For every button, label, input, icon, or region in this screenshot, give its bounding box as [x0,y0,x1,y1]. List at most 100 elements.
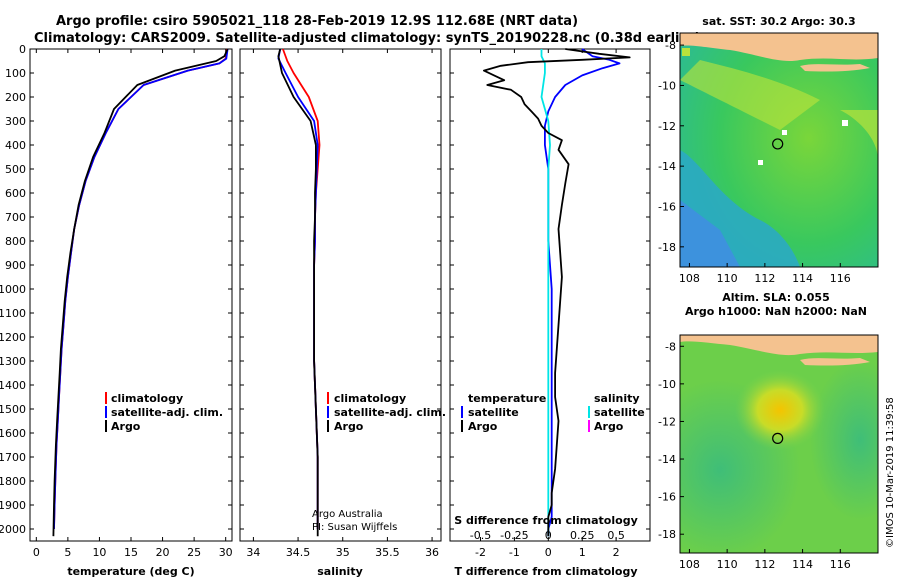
sst-map-frame [679,32,879,268]
difference-panel [449,48,651,542]
depth-tick-label: 1900 [0,499,26,512]
salinity-xlabel: salinity [317,565,363,578]
series-line-argo [277,48,319,537]
depth-tick-label: 1700 [0,451,26,464]
map-y-tick-label: -10 [658,378,676,391]
sst-map-title: sat. SST: 30.2 Argo: 30.3 [702,15,855,28]
salinity-plot: 34 34.5 35 35.5 36 [240,48,441,559]
depth-tick-label: 900 [5,259,26,272]
series-line-satellite-adj-clim- [277,48,319,529]
x-tick-label: 35 [336,546,350,559]
legend-label-t-argo: Argo [468,420,498,433]
depth-tick-label: 500 [5,163,26,176]
legend-label-satellite: satellite-adj. clim. [111,406,223,419]
legend-label-s-argo: Argo [594,420,624,433]
depth-tick-label: 1200 [0,331,26,344]
map-x-tick-label: 114 [792,558,813,571]
depth-tick-label: 400 [5,139,26,152]
depth-tick-label: 1800 [0,475,26,488]
depth-tick-label: 600 [5,187,26,200]
sla-map-axes: 108 110 112 114 116 -8 -10 -12 -14 -16 -18 [658,340,851,571]
series-line-argo [52,48,229,537]
x-tick-label: -2 [475,546,486,559]
s-diff-tick-label: 0.5 [607,529,625,542]
temperature-plot: 0 5 10 15 20 25 30 [30,48,233,559]
map-x-tick-label: 112 [754,558,775,571]
x-tick-label: 15 [124,546,138,559]
argo-location-marker [772,432,784,444]
x-tick-label: 34.5 [286,546,311,559]
depth-tick-label: 2000 [0,523,26,536]
figure-title-line2: Climatology: CARS2009. Satellite-adjuste… [34,31,701,46]
map-y-tick-label: -18 [658,241,676,254]
s-diff-tick-label: 0.25 [570,529,595,542]
s-diff-tick-label: -0.5 [470,529,491,542]
depth-tick-label: 0 [19,43,26,56]
sla-map-title: Altim. SLA: 0.055 [722,291,829,304]
map-y-tick-label: -18 [658,528,676,541]
x-tick-label: 2 [613,546,620,559]
map-x-tick-label: 112 [754,272,775,285]
series-line-satellite [540,49,551,537]
map-y-tick-label: -16 [658,491,676,504]
series-line-argo [482,48,631,537]
temperature-xlabel: temperature (deg C) [67,565,194,578]
credit-argo-australia: Argo Australia [312,509,383,520]
x-tick-label: -1 [509,546,520,559]
salinity-legend: climatology satellite-adj. clim. Argo [327,392,446,433]
temperature-panel [29,48,233,542]
map-y-tick-label: -12 [658,415,676,428]
depth-tick-label: 700 [5,211,26,224]
credit-pi: PI: Susan Wijffels [312,522,397,533]
x-tick-label: 1 [579,546,586,559]
difference-legend: temperature satellite Argo salinity sate… [461,392,645,433]
depth-tick-label: 1000 [0,283,26,296]
depth-tick-label: 1500 [0,403,26,416]
legend-label-t-satellite: satellite [468,406,519,419]
x-tick-label: 0 [33,546,40,559]
difference-xlabel: T difference from climatology [454,565,637,578]
x-tick-label: 0 [545,546,552,559]
x-tick-label: 5 [64,546,71,559]
map-x-tick-label: 116 [830,272,851,285]
x-tick-label: 30 [219,546,233,559]
x-tick-label: 34 [246,546,260,559]
sst-map-image [680,33,878,267]
sla-map-subtitle: Argo h1000: NaN h2000: NaN [685,305,867,318]
depth-tick-label: 100 [5,67,26,80]
depth-tick-label: 800 [5,235,26,248]
map-y-tick-label: -14 [658,453,676,466]
sst-map-axes: 108 110 112 114 116 -8 -10 -12 -14 -16 -18 [658,39,851,285]
depth-tick-label: 1600 [0,427,26,440]
x-tick-label: 25 [187,546,201,559]
depth-tick-label: 1100 [0,307,26,320]
depth-tick-label: 1300 [0,355,26,368]
series-line-climatology [53,48,228,530]
sla-map-image [680,335,878,553]
difference-plot: -2 -1 0 1 2-0.5 -0.25 0 0.25 0.5 [450,48,650,559]
depth-tick-label: 1400 [0,379,26,392]
x-tick-label: 35.5 [375,546,400,559]
s-diff-tick-label: -0.25 [500,529,528,542]
map-y-tick-label: -8 [665,39,676,52]
legend-label-satellite: satellite-adj. clim. [334,406,446,419]
map-y-tick-label: -8 [665,340,676,353]
x-tick-label: 20 [156,546,170,559]
map-x-tick-label: 110 [717,272,738,285]
map-x-tick-label: 116 [830,558,851,571]
depth-tick-label: 300 [5,115,26,128]
x-tick-label: 10 [92,546,106,559]
map-x-tick-label: 114 [792,272,813,285]
salinity-panel [239,48,442,542]
depth-axis: 0 100 200 300 400 500 600 700 800 900 1000 1100 1200… [0,43,26,536]
legend-title-temperature: temperature [468,392,546,405]
depth-tick-label: 200 [5,91,26,104]
timestamp: ©IMOS 10-Mar-2019 11:39:58 [885,397,896,548]
x-tick-label: 36 [425,546,439,559]
map-x-tick-label: 110 [717,558,738,571]
map-x-tick-label: 108 [679,558,700,571]
figure-title-line1: Argo profile: csiro 5905021_118 28-Feb-2… [56,14,578,29]
temperature-legend: climatology satellite-adj. clim. Argo [105,392,223,433]
map-y-tick-label: -10 [658,79,676,92]
